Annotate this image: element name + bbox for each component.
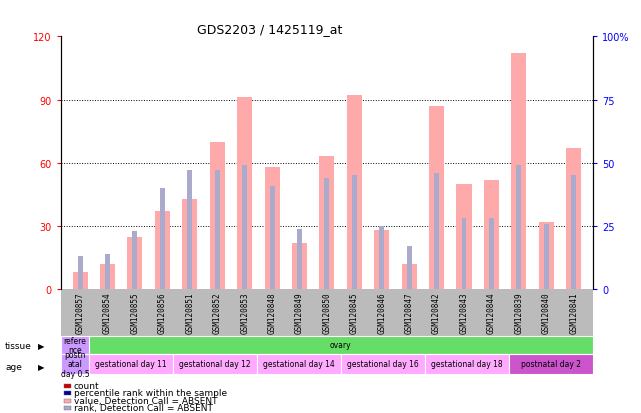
Text: GSM120856: GSM120856 (158, 292, 167, 333)
Text: gestational day 11: gestational day 11 (95, 360, 167, 368)
Bar (509, 354, 593, 374)
Text: GSM120845: GSM120845 (350, 292, 359, 333)
Text: GSM120841: GSM120841 (569, 292, 578, 333)
Text: GSM120855: GSM120855 (130, 292, 140, 333)
Bar (456, 185, 472, 290)
Bar (173, 354, 257, 374)
Text: GSM120844: GSM120844 (487, 292, 496, 333)
Bar (215, 171, 220, 290)
Bar (187, 171, 192, 290)
Text: GSM120840: GSM120840 (542, 292, 551, 333)
Bar (89, 354, 173, 374)
Bar (61, 336, 89, 354)
Bar (319, 157, 335, 290)
Text: GSM120847: GSM120847 (404, 292, 413, 333)
Text: GSM120853: GSM120853 (240, 292, 249, 333)
Text: value, Detection Call = ABSENT: value, Detection Call = ABSENT (74, 396, 217, 405)
Bar (566, 149, 581, 290)
Text: GSM120857: GSM120857 (76, 292, 85, 333)
Bar (352, 176, 357, 290)
Bar (324, 178, 329, 290)
Text: GSM120849: GSM120849 (295, 292, 304, 333)
Text: GSM120839: GSM120839 (514, 292, 524, 333)
Bar (61, 354, 89, 374)
Bar (434, 173, 439, 290)
Bar (429, 107, 444, 290)
Text: GSM120848: GSM120848 (267, 292, 276, 333)
Text: GSM120854: GSM120854 (103, 292, 112, 333)
Bar (425, 354, 509, 374)
Text: gestational day 16: gestational day 16 (347, 360, 419, 368)
Bar (182, 199, 197, 290)
Text: GSM120850: GSM120850 (322, 292, 331, 333)
Bar (402, 264, 417, 290)
Bar (539, 222, 554, 290)
Bar (347, 96, 362, 290)
Bar (517, 166, 521, 290)
Bar (292, 243, 307, 290)
Text: rank, Detection Call = ABSENT: rank, Detection Call = ABSENT (74, 403, 213, 412)
Bar (128, 237, 142, 290)
Bar (489, 219, 494, 290)
Bar (160, 189, 165, 290)
Text: gestational day 12: gestational day 12 (179, 360, 251, 368)
Text: GSM120846: GSM120846 (378, 292, 387, 333)
Text: GSM120852: GSM120852 (213, 292, 222, 333)
Text: count: count (74, 381, 99, 390)
Bar (374, 231, 389, 290)
Text: postnatal day 2: postnatal day 2 (521, 360, 581, 368)
Bar (512, 54, 526, 290)
Bar (155, 212, 170, 290)
Text: GSM120843: GSM120843 (460, 292, 469, 333)
Bar (210, 142, 225, 290)
Bar (297, 229, 302, 290)
Bar (78, 257, 83, 290)
Text: tissue: tissue (5, 341, 32, 350)
Bar (242, 166, 247, 290)
Text: ▶: ▶ (38, 362, 45, 371)
Text: ▶: ▶ (38, 341, 45, 350)
Text: GSM120842: GSM120842 (432, 292, 441, 333)
Bar (571, 176, 576, 290)
Bar (133, 232, 137, 290)
Bar (270, 186, 274, 290)
Text: gestational day 14: gestational day 14 (263, 360, 335, 368)
Text: gestational day 18: gestational day 18 (431, 360, 503, 368)
Bar (257, 354, 341, 374)
Bar (484, 180, 499, 290)
Text: percentile rank within the sample: percentile rank within the sample (74, 388, 227, 397)
Text: refere
nce: refere nce (63, 336, 87, 354)
Text: postn
atal
day 0.5: postn atal day 0.5 (61, 350, 89, 378)
Bar (462, 219, 467, 290)
Text: ovary: ovary (330, 341, 352, 350)
Bar (100, 264, 115, 290)
Bar (72, 273, 88, 290)
Text: age: age (5, 362, 22, 371)
Bar (265, 168, 279, 290)
Bar (544, 224, 549, 290)
Bar (379, 226, 384, 290)
Bar (407, 247, 412, 290)
Bar (105, 254, 110, 290)
Bar (237, 98, 252, 290)
Text: GSM120851: GSM120851 (185, 292, 194, 333)
Bar (341, 354, 425, 374)
Text: GDS2203 / 1425119_at: GDS2203 / 1425119_at (197, 23, 342, 36)
